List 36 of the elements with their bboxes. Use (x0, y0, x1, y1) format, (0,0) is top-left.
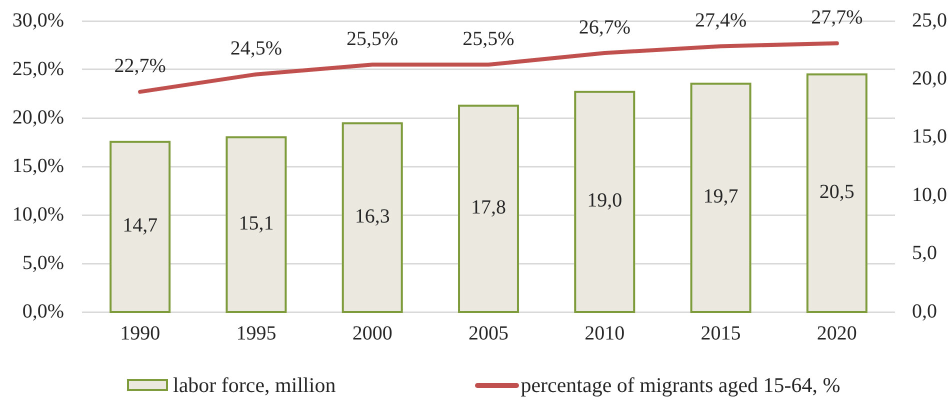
x-tick-label: 2010 (584, 322, 625, 344)
y-tick-label: 15,0% (12, 154, 64, 177)
y2-tick-label: 15,0 (912, 126, 947, 148)
data-label: 17,8 (471, 196, 506, 219)
data-label: 19,7 (703, 186, 738, 208)
x-tick-label: 2015 (700, 322, 741, 344)
data-label: 14,7 (122, 214, 158, 237)
x-tick-label: 2020 (816, 322, 857, 344)
y-tick-label: 30,0% (12, 9, 64, 32)
y2-tick-label: 5,0 (912, 242, 937, 264)
data-label: 22,7% (114, 55, 166, 78)
data-label: 25,5% (346, 28, 398, 50)
x-tick-label: 2000 (352, 322, 392, 344)
y2-tick-label: 0,0 (912, 300, 937, 322)
y-tick-label: 0,0% (22, 300, 64, 322)
data-label: 26,7% (578, 16, 630, 38)
y2-tick-label: 10,0 (912, 184, 947, 206)
data-label: 20,5 (819, 180, 854, 203)
data-label: 15,1 (238, 212, 274, 234)
y-tick-label: 5,0% (22, 252, 64, 274)
x-tick-label: 1990 (120, 322, 160, 344)
data-label: 27,7% (811, 6, 863, 29)
data-label: 24,5% (230, 38, 282, 60)
y-tick-label: 25,0% (12, 58, 64, 80)
y2-tick-label: 20,0 (912, 67, 947, 90)
x-tick-label: 2005 (468, 322, 508, 344)
data-label: 27,4% (694, 9, 747, 32)
data-label: 19,0 (587, 190, 622, 212)
y-tick-label: 10,0% (12, 203, 64, 226)
data-label: 25,5% (462, 28, 514, 50)
y-tick-label: 20,0% (12, 106, 64, 128)
legend-label: labor force, million (173, 373, 336, 397)
data-label: 16,3 (354, 205, 390, 228)
x-tick-label: 1995 (236, 322, 276, 344)
y2-tick-label: 25,0 (912, 9, 947, 32)
legend-label: percentage of migrants aged 15-64, % (520, 373, 840, 397)
